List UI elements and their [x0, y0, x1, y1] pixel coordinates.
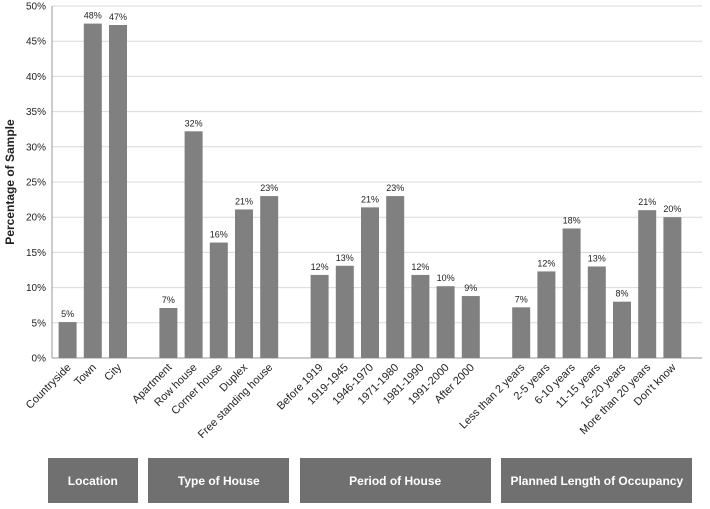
y-tick-label: 50% [26, 2, 46, 13]
x-tick-label: Countryside [24, 362, 74, 412]
y-axis-label: Percentage of Sample [3, 119, 17, 245]
bar [663, 217, 682, 358]
value-label: 10% [437, 273, 455, 283]
bar [159, 308, 178, 358]
value-label: 7% [515, 294, 528, 304]
y-tick-label: 30% [26, 142, 46, 153]
value-label: 21% [361, 194, 379, 204]
y-tick-label: 20% [26, 213, 46, 224]
y-tick-label: 10% [26, 283, 46, 294]
group-label: Period of House [299, 458, 491, 503]
value-label: 7% [162, 295, 175, 305]
y-tick-label: 45% [26, 37, 46, 48]
bar [587, 266, 606, 358]
y-tick-label: 40% [26, 72, 46, 83]
bar [184, 131, 203, 358]
group-label: Location [47, 458, 138, 503]
y-tick-label: 25% [26, 178, 46, 189]
value-label: 16% [210, 230, 228, 240]
value-label: 12% [411, 262, 429, 272]
bar [562, 228, 581, 358]
y-tick-label: 5% [32, 318, 47, 329]
bar [83, 23, 102, 358]
bar [335, 265, 354, 358]
y-tick-label: 15% [26, 248, 46, 259]
bar [260, 196, 279, 358]
bar [386, 196, 405, 358]
value-label: 21% [235, 196, 253, 206]
value-label: 13% [336, 253, 354, 263]
group-label: Type of House [148, 458, 290, 503]
value-label: 8% [615, 289, 628, 299]
x-tick-label: Town [72, 362, 99, 389]
bar [310, 274, 329, 358]
value-label: 12% [537, 258, 555, 268]
bar [436, 286, 455, 358]
bar [209, 242, 228, 358]
value-label: 5% [61, 309, 74, 319]
bar [109, 25, 127, 359]
value-label: 21% [638, 197, 656, 207]
y-tick-label: 35% [26, 107, 46, 118]
bar [638, 210, 657, 358]
value-label: 23% [260, 183, 278, 193]
bar [537, 271, 556, 358]
value-label: 20% [663, 204, 681, 214]
bar [58, 322, 77, 358]
value-label: 48% [84, 11, 102, 21]
value-label: 18% [563, 215, 581, 225]
group-label: Planned Length of Occupancy [501, 458, 693, 503]
value-label: 32% [185, 118, 203, 128]
value-label: 12% [311, 262, 329, 272]
bar [361, 207, 379, 358]
value-label: 47% [109, 12, 127, 22]
bar [235, 209, 253, 358]
value-label: 23% [386, 183, 404, 193]
y-tick-label: 0% [32, 354, 47, 365]
bar [613, 301, 631, 358]
value-label: 9% [464, 283, 477, 293]
bar [411, 274, 430, 358]
value-label: 13% [588, 253, 606, 263]
bar [461, 296, 480, 358]
x-tick-label: City [102, 361, 124, 383]
bar [512, 307, 531, 358]
